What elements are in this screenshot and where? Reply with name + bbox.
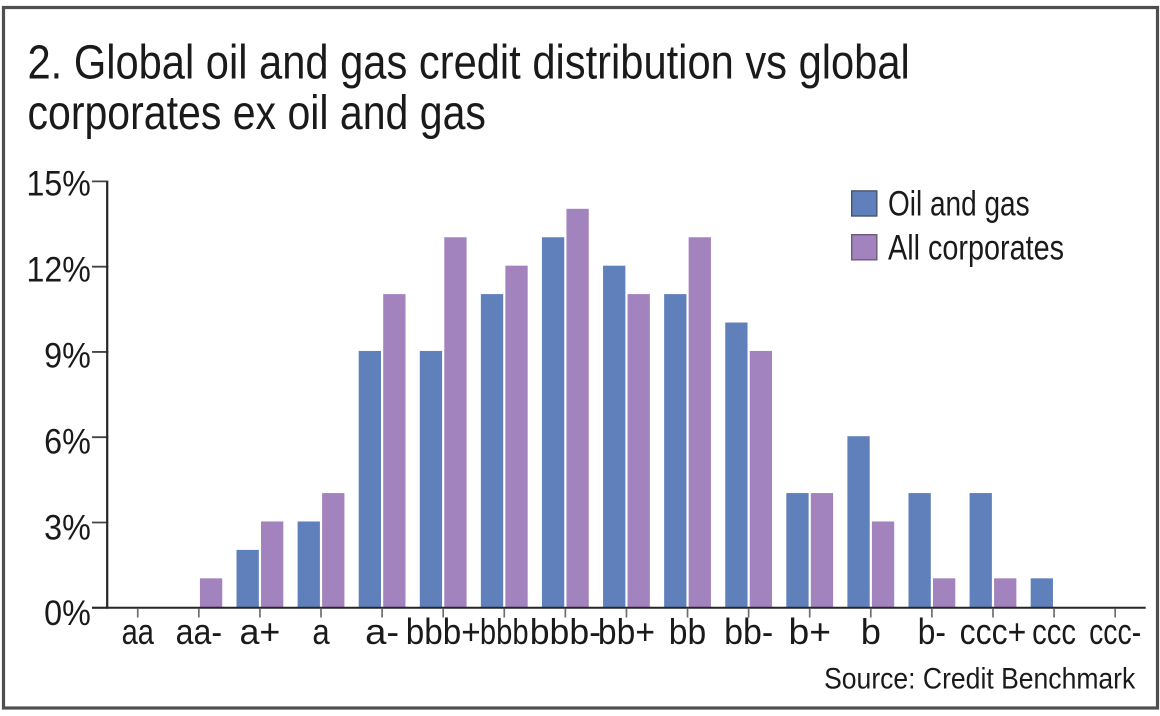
svg-text:aa: aa [122, 611, 155, 652]
svg-text:12%: 12% [27, 250, 91, 290]
svg-text:ccc: ccc [1032, 611, 1076, 652]
svg-text:b-: b- [918, 612, 946, 652]
svg-text:bbb-: bbb- [530, 612, 601, 652]
svg-text:a+: a+ [239, 611, 280, 652]
svg-text:Source: Credit Benchmark: Source: Credit Benchmark [824, 662, 1136, 696]
svg-text:b: b [861, 611, 881, 652]
svg-text:bb: bb [669, 612, 706, 652]
svg-text:corporates ex oil and gas: corporates ex oil and gas [28, 87, 486, 140]
svg-text:a-: a- [365, 611, 399, 652]
svg-text:3%: 3% [44, 508, 91, 548]
svg-text:bb+: bb+ [598, 612, 655, 652]
svg-text:aa-: aa- [176, 612, 222, 652]
svg-text:0%: 0% [44, 594, 91, 634]
svg-text:9%: 9% [44, 336, 91, 376]
svg-text:ccc-: ccc- [1089, 612, 1141, 652]
svg-text:ccc+: ccc+ [960, 612, 1027, 652]
svg-text:bbb: bbb [480, 611, 529, 652]
svg-text:a: a [312, 613, 330, 653]
svg-text:Oil and gas: Oil and gas [888, 183, 1030, 223]
svg-text:bbb+: bbb+ [406, 613, 481, 652]
svg-text:All corporates: All corporates [888, 228, 1064, 267]
svg-text:b+: b+ [788, 611, 831, 651]
svg-text:bb-: bb- [724, 612, 773, 652]
svg-text:6%: 6% [44, 422, 91, 462]
svg-text:15%: 15% [27, 164, 91, 204]
svg-text:2. Global oil and gas credit d: 2. Global oil and gas credit distributio… [28, 35, 910, 89]
